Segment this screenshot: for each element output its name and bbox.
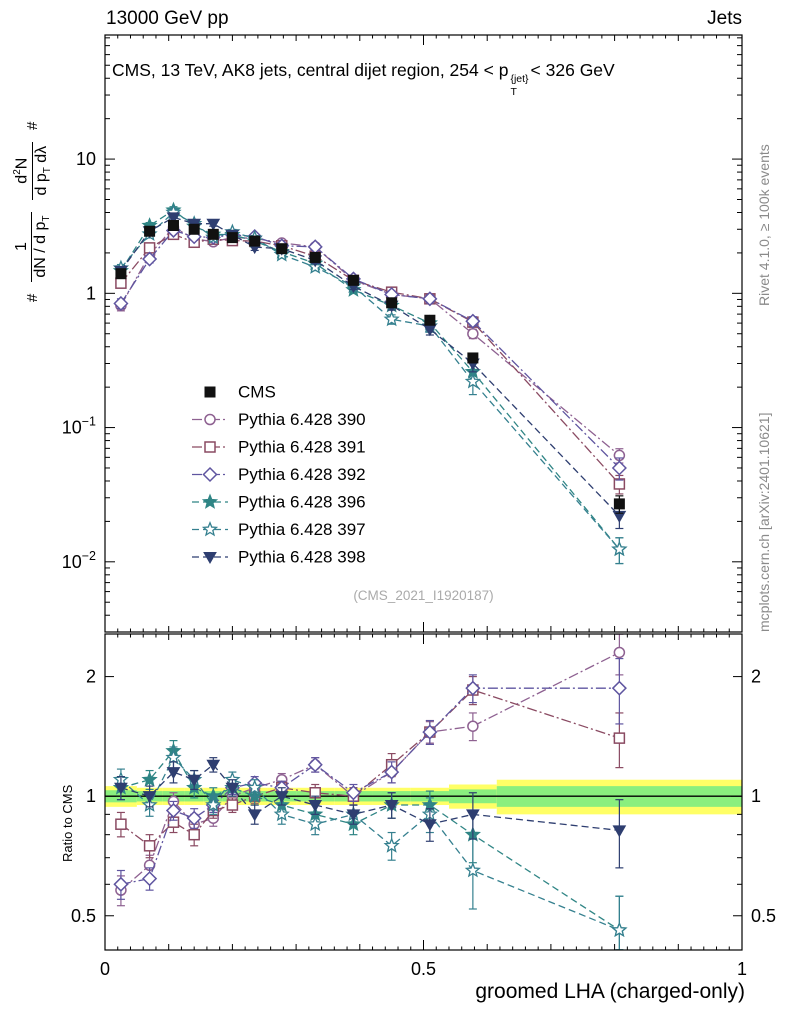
main-panel-series [112, 201, 628, 565]
legend: CMS Pythia 6.428 390 Pythia 6.428 391 Pythi… [192, 383, 366, 567]
svg-text:Pythia 6.428 392: Pythia 6.428 392 [238, 465, 366, 484]
plot-title-suffix: < 326 GeV [530, 60, 615, 80]
svg-text:2: 2 [751, 667, 761, 687]
cms-uncertainty-band [105, 779, 742, 815]
svg-text:1: 1 [86, 283, 96, 303]
svg-text:10−1: 10−1 [62, 415, 96, 438]
svg-text:1: 1 [751, 786, 761, 806]
svg-text:0.5: 0.5 [71, 906, 96, 926]
x-axis-title: groomed LHA (charged-only) [475, 980, 745, 1003]
svg-text:10−2: 10−2 [62, 549, 96, 572]
svg-text:Pythia 6.428 397: Pythia 6.428 397 [238, 520, 366, 539]
main-y-axis-label: # 1 dN / d pT d2N d pT dλ # [12, 121, 54, 302]
beam-energy-label: 13000 GeV pp [106, 8, 229, 29]
rivet-version-note: Rivet 4.1.0, ≥ 100k events [756, 144, 772, 306]
yield-fraction: 1 dN / d pT [13, 211, 53, 282]
svg-text:Pythia 6.428 398: Pythia 6.428 398 [238, 548, 366, 567]
axis-ticks [104, 35, 743, 950]
pt-superscript: {jet} [510, 73, 529, 85]
svg-text:10: 10 [76, 149, 96, 169]
ratio-panel-series [112, 634, 628, 950]
hash-symbol: # [24, 293, 42, 302]
svg-text:0.5: 0.5 [751, 906, 776, 926]
mcplots-source-note: mcplots.cern.ch [arXiv:2401.10621] [756, 412, 772, 632]
svg-text:Pythia 6.428 390: Pythia 6.428 390 [238, 410, 366, 429]
process-label: Jets [707, 8, 742, 29]
ratio-y-axis-label: Ratio to CMS [60, 784, 75, 862]
axis-tick-labels: 10 1 10−1 10−2 2 2 1 1 0.5 0.5 0 0.5 1 [62, 149, 776, 979]
differential-fraction: d2N d pT dλ [12, 141, 54, 200]
svg-text:2: 2 [86, 667, 96, 687]
svg-text:0.5: 0.5 [411, 959, 436, 979]
svg-text:Pythia 6.428 396: Pythia 6.428 396 [238, 493, 366, 512]
pt-subscript: T [510, 85, 517, 98]
svg-text:Pythia 6.428 391: Pythia 6.428 391 [238, 438, 366, 457]
svg-text:0: 0 [100, 959, 110, 979]
svg-text:CMS: CMS [238, 383, 276, 402]
plot-title: CMS, 13 TeV, AK8 jets, central dijet reg… [112, 60, 752, 97]
plot-title-text: CMS, 13 TeV, AK8 jets, central dijet reg… [112, 60, 509, 80]
pt-jet-stack: {jet} T [510, 74, 528, 97]
hash-symbol: # [24, 121, 42, 130]
analysis-id-watermark: (CMS_2021_I1920187) [353, 588, 494, 603]
svg-text:1: 1 [86, 786, 96, 806]
svg-text:1: 1 [737, 959, 747, 979]
